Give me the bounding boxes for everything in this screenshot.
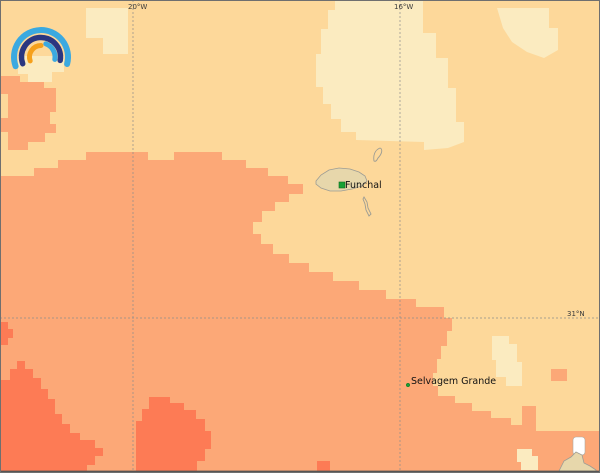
- temp-zone-dark-tiny-bottom: [317, 461, 330, 473]
- desertas-islands-outline: [362, 196, 372, 217]
- selvagem-grande-label: Selvagem Grande: [411, 376, 496, 387]
- logo-arc-navy: [18, 34, 64, 67]
- bottom-right-white-patch: [572, 436, 586, 456]
- rainbow-weather-logo: [11, 27, 71, 70]
- temp-zone-medium-upperleft: [0, 76, 56, 150]
- temp-zone-lightest-bottomright: [517, 449, 538, 470]
- temp-zone-lightest-right-of-logo: [86, 8, 128, 54]
- temp-zone-medium-main: [0, 152, 600, 473]
- funchal-label: Funchal: [345, 180, 382, 191]
- porto-santo-island-outline: [373, 147, 383, 162]
- logo-arc-inner-lightblue: [43, 41, 58, 62]
- lanzarote-island: [557, 451, 597, 473]
- temp-zone-medium-wedge-east: [522, 406, 536, 425]
- temp-zone-lightest-ne-pocket: [497, 8, 558, 58]
- grid-label-16w: 16°W: [394, 3, 413, 11]
- temp-zone-lightest-topright: [316, 0, 464, 150]
- grid-label-31n: 31°N: [567, 310, 585, 318]
- logo-arc-outer-lightblue: [11, 27, 71, 70]
- funchal-marker[interactable]: [338, 181, 346, 189]
- temp-zone-dark-left-small: [0, 322, 13, 345]
- grid-label-20w: 20°W: [128, 3, 147, 11]
- temp-zone-dark-blob: [136, 397, 211, 473]
- temp-zone-lightest-selvagem: [492, 336, 522, 386]
- logo-arc-orange: [27, 43, 44, 64]
- temp-zone-medium-patch-east: [551, 369, 567, 381]
- madeira-island: [315, 167, 368, 192]
- selvagem-grande-marker[interactable]: [405, 382, 411, 388]
- temp-zone-dark-sw-wedge: [0, 361, 103, 473]
